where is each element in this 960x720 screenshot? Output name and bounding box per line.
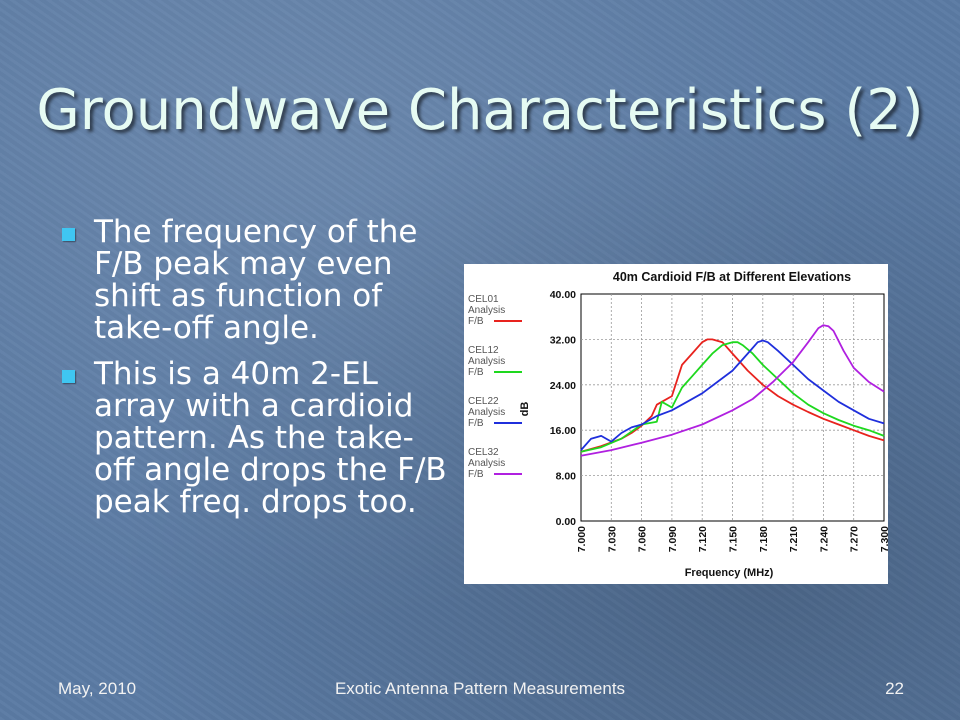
- bullet-list: The frequency of the F/B peak may even s…: [58, 216, 448, 532]
- x-tick-label: 7.000: [576, 526, 588, 552]
- x-tick-label: 7.240: [818, 526, 830, 552]
- bullet-item: This is a 40m 2-EL array with a cardioid…: [58, 358, 448, 518]
- x-axis-label: Frequency (MHz): [685, 567, 774, 579]
- y-tick-label: 40.00: [550, 289, 576, 301]
- y-tick-label: 32.00: [550, 334, 576, 346]
- series-line-4: [580, 324, 885, 457]
- bullet-item: The frequency of the F/B peak may even s…: [58, 216, 448, 344]
- x-tick-label: 7.120: [697, 526, 709, 552]
- fb-line-chart: 40m Cardioid F/B at Different Elevations…: [468, 270, 888, 579]
- legend-label: CEL22: [468, 396, 499, 407]
- bullet-text: The frequency of the F/B peak may even s…: [94, 214, 418, 346]
- y-tick-label: 0.00: [556, 516, 577, 528]
- x-tick-label: 7.210: [788, 526, 800, 552]
- slide-title: Groundwave Characteristics (2): [36, 78, 924, 143]
- chart-panel: 40m Cardioid F/B at Different Elevations…: [464, 264, 888, 584]
- y-tick-label: 16.00: [550, 425, 576, 437]
- x-tick-label: 7.300: [879, 526, 888, 552]
- legend-label: Analysis: [468, 407, 505, 418]
- legend-label: CEL01: [468, 294, 499, 305]
- legend-label: CEL12: [468, 345, 499, 356]
- legend-label: Analysis: [468, 356, 505, 367]
- legend-label: CEL32: [468, 447, 499, 458]
- legend-label: F/B: [468, 418, 484, 429]
- y-tick-label: 24.00: [550, 380, 576, 392]
- x-tick-label: 7.180: [758, 526, 770, 552]
- y-axis-label: dB: [519, 402, 531, 417]
- legend-label: F/B: [468, 367, 484, 378]
- x-tick-label: 7.150: [728, 526, 740, 552]
- square-bullet-icon: [62, 370, 75, 383]
- page-number: 22: [885, 679, 904, 698]
- legend-label: Analysis: [468, 458, 505, 469]
- legend-label: F/B: [468, 316, 484, 327]
- series-line-3: [580, 339, 885, 451]
- series-line-2: [580, 341, 885, 453]
- chart-title: 40m Cardioid F/B at Different Elevations: [613, 270, 851, 284]
- y-tick-label: 8.00: [556, 471, 577, 483]
- x-tick-label: 7.030: [606, 526, 618, 552]
- x-tick-label: 7.090: [667, 526, 679, 552]
- legend-label: F/B: [468, 469, 484, 480]
- x-tick-label: 7.060: [637, 526, 649, 552]
- square-bullet-icon: [62, 228, 75, 241]
- footer-title: Exotic Antenna Pattern Measurements: [334, 679, 626, 698]
- bullet-text: This is a 40m 2-EL array with a cardioid…: [94, 356, 447, 520]
- x-tick-label: 7.270: [849, 526, 861, 552]
- footer-date: May, 2010: [58, 679, 137, 698]
- legend-label: Analysis: [468, 305, 505, 316]
